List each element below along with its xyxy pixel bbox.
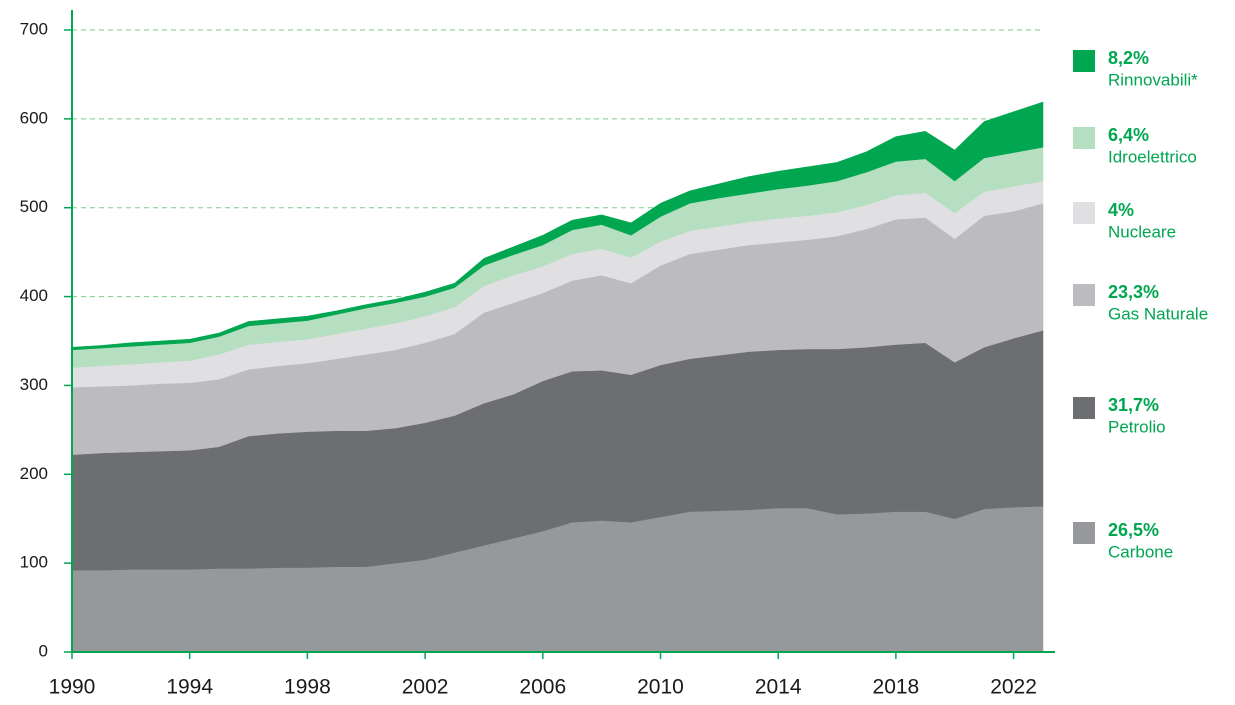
legend-label: Idroelettrico	[1108, 147, 1197, 166]
y-tick-label: 100	[20, 553, 48, 572]
legend-label: Carbone	[1108, 542, 1173, 561]
legend-label: Gas Naturale	[1108, 304, 1208, 323]
legend-share: 4%	[1108, 200, 1134, 220]
y-tick-label: 300	[20, 375, 48, 394]
y-tick-label: 500	[20, 197, 48, 216]
x-tick-label: 1998	[284, 676, 331, 699]
legend-swatch	[1073, 284, 1095, 306]
y-tick-label: 200	[20, 464, 48, 483]
legend-share: 23,3%	[1108, 282, 1159, 302]
x-tick-label: 2018	[873, 676, 920, 699]
y-tick-label: 600	[20, 108, 48, 127]
y-tick-label: 700	[20, 19, 48, 38]
y-tick-label: 400	[20, 286, 48, 305]
legend-swatch	[1073, 50, 1095, 72]
legend-swatch	[1073, 127, 1095, 149]
x-tick-label: 2022	[990, 676, 1037, 699]
legend-share: 26,5%	[1108, 520, 1159, 540]
legend-share: 8,2%	[1108, 48, 1149, 68]
area	[71, 101, 1044, 351]
x-tick-label: 2002	[402, 676, 449, 699]
legend-swatch	[1073, 397, 1095, 419]
legend-swatch	[1073, 202, 1095, 224]
x-tick-label: 1994	[166, 676, 213, 699]
y-tick-label: 0	[39, 641, 48, 660]
legend-label: Nucleare	[1108, 222, 1176, 241]
x-tick-label: 1990	[49, 676, 96, 699]
legend-share: 31,7%	[1108, 395, 1159, 415]
legend-label: Petrolio	[1108, 417, 1166, 436]
x-tick-label: 2014	[755, 676, 802, 699]
legend-swatch	[1073, 522, 1095, 544]
legend-label: Rinnovabili*	[1108, 70, 1198, 89]
x-tick-label: 2006	[519, 676, 566, 699]
legend-share: 6,4%	[1108, 125, 1149, 145]
x-tick-label: 2010	[637, 676, 684, 699]
